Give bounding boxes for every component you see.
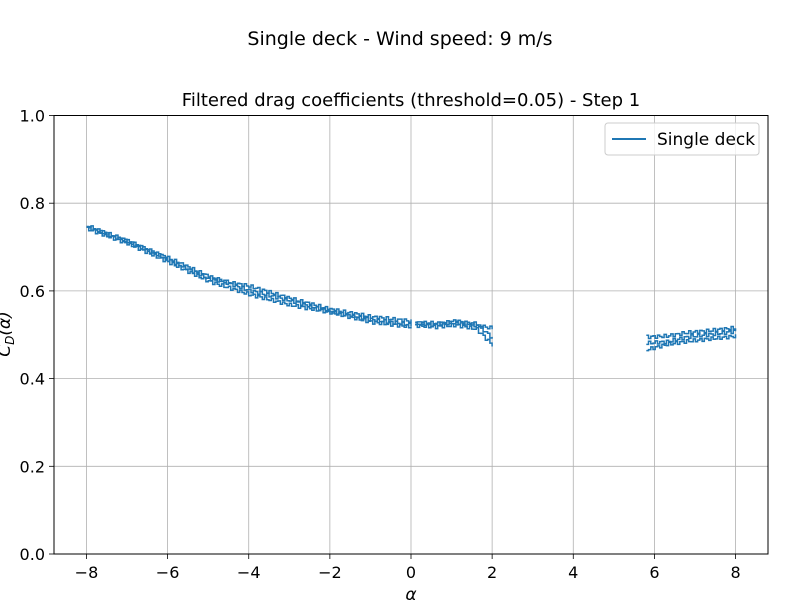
grid-lines bbox=[54, 115, 768, 555]
x-tick-label: −8 bbox=[75, 563, 99, 582]
x-tick-label: 6 bbox=[649, 563, 659, 582]
x-tick-label: −6 bbox=[156, 563, 180, 582]
legend: Single deck bbox=[604, 122, 760, 156]
x-tick-label: 2 bbox=[487, 563, 497, 582]
series-line-single-deck-segment-3-pass-2 bbox=[646, 334, 737, 352]
y-axis-label-base: C bbox=[0, 345, 15, 357]
x-axis-label: α bbox=[405, 585, 416, 600]
y-axis-label-argument: (α) bbox=[0, 311, 15, 335]
y-tick-label: 0.2 bbox=[20, 457, 45, 476]
series-line-single-deck-segment-1-pass-2 bbox=[86, 226, 412, 329]
y-axis-ticks: 0.0 0.2 0.4 0.6 0.8 1.0 bbox=[20, 107, 54, 564]
x-axis-ticks: −8 −6 −4 −2 0 2 4 6 8 bbox=[75, 554, 741, 582]
series-line-single-deck-segment-3-pass-3 bbox=[646, 329, 737, 346]
y-tick-label: 0.4 bbox=[20, 370, 45, 389]
legend-entry-single-deck: Single deck bbox=[657, 130, 755, 150]
y-axis-label: CD(α) bbox=[0, 311, 17, 357]
x-tick-label: 4 bbox=[568, 563, 578, 582]
series-line-single-deck-segment-2-pass-3 bbox=[415, 320, 493, 339]
series-line-single-deck-segment-3-pass-1 bbox=[646, 325, 737, 340]
data-series-single-deck bbox=[86, 225, 737, 352]
x-tick-label: 0 bbox=[406, 563, 416, 582]
x-tick-label: −2 bbox=[318, 563, 342, 582]
figure-suptitle: Single deck - Wind speed: 9 m/s bbox=[247, 28, 552, 50]
x-tick-label: 8 bbox=[730, 563, 740, 582]
y-tick-label: 1.0 bbox=[20, 107, 45, 126]
series-line-single-deck-segment-2-pass-2 bbox=[415, 323, 493, 347]
y-axis-label-subscript: D bbox=[3, 336, 17, 345]
chart-title: Filtered drag coefficients (threshold=0.… bbox=[182, 90, 640, 111]
y-tick-label: 0.0 bbox=[20, 545, 45, 564]
legend-box bbox=[604, 122, 760, 156]
y-tick-label: 0.6 bbox=[20, 282, 45, 301]
y-tick-label: 0.8 bbox=[20, 194, 45, 213]
series-line-single-deck-segment-1-pass-3 bbox=[86, 225, 412, 323]
x-tick-label: −4 bbox=[237, 563, 261, 582]
